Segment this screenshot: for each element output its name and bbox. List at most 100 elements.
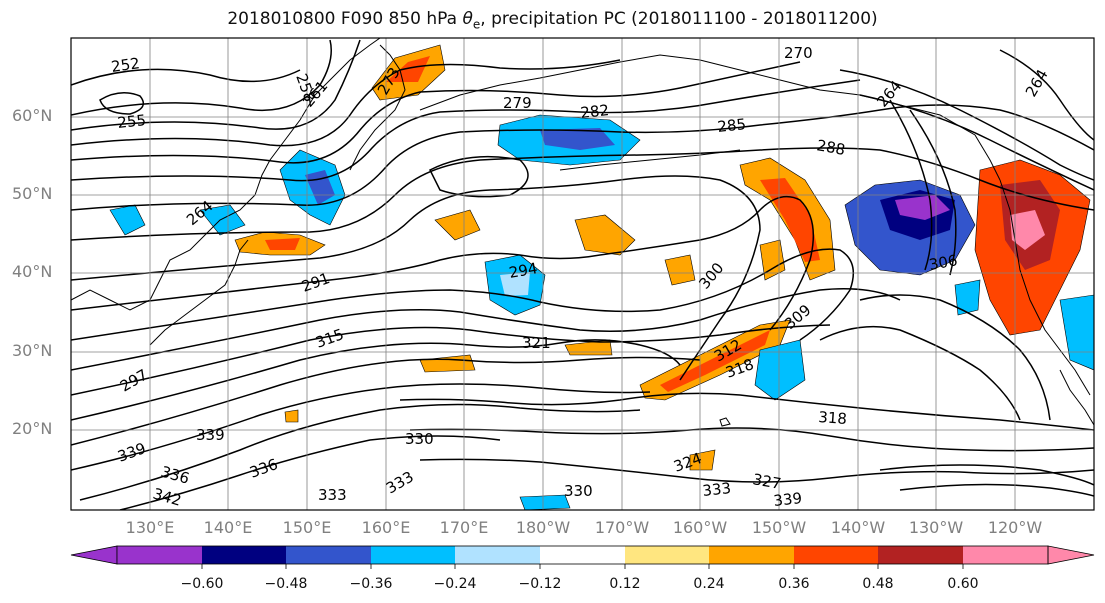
contour-line [839,69,1094,181]
contour-label: 306 [928,251,959,274]
colorbar-tick-label: −0.48 [264,576,308,592]
contour-line [71,356,701,446]
contour-label: 339 [115,439,148,466]
colorbar-tick-label: −0.12 [518,576,562,592]
theta-e-contours [71,39,1094,510]
contour-line [71,339,681,421]
coastline-asia [71,38,381,311]
colorbar-tick-label: 0.48 [862,576,894,592]
contour-line [71,68,301,86]
map-plot-area: 252 255 258 261 264 264 264 270 273 279 … [71,38,1094,510]
colorbar-extend-max [1047,545,1095,565]
colorbar-segment [625,546,709,564]
contour-line [71,104,1094,211]
precip-positive-region [664,254,696,286]
chart-title: 2018010800 F090 850 hPa θe, precipitatio… [0,9,1105,31]
colorbar-tick-label: −0.24 [433,576,477,592]
precip-positive-region [660,330,770,392]
contour-label: 297 [117,366,151,396]
contour-label: 342 [151,485,183,510]
contour-line [71,39,361,131]
contour-label: 282 [580,101,610,122]
contour-label: 333 [318,486,347,504]
colorbar-tick-label: −0.60 [180,576,224,592]
precip-negative-region [1059,294,1094,371]
contour-line [409,427,1094,452]
contour-label: 324 [671,449,704,476]
colorbar-tick-label: 0.36 [778,576,810,592]
precip-negative-region [519,494,571,510]
contour-line [909,109,957,276]
colorbar-segment [371,546,455,564]
colorbar-segment [540,546,625,564]
map-frame [70,37,1095,511]
colorbar-tick-label: −0.36 [349,576,393,592]
contour-label: 321 [522,334,551,352]
coastlines [71,38,1094,427]
title-prefix: 2018010800 F090 850 hPa [227,9,463,29]
lon-label-120w: 120°W [987,518,1043,537]
precip-positive-region [574,214,636,256]
contour-label: 255 [117,111,147,132]
lon-label-160w: 160°W [672,518,728,537]
lon-label-130e: 130°E [125,518,175,537]
colorbar-outline [116,545,1049,565]
contour-label: 315 [313,325,346,352]
contour-line [428,155,529,198]
contour-line [419,458,1094,483]
precip-positive-region [689,449,716,471]
colorbar-tick-label: 0.60 [947,576,979,592]
contour-label: 270 [784,44,813,62]
coastline-aleutians [559,149,741,171]
contour-line [71,59,621,147]
contour-label: 327 [751,470,782,493]
contour-line [879,464,1094,486]
contour-label: 336 [159,463,191,488]
precip-positive-region [419,354,476,373]
lon-label-160e: 160°E [361,518,411,537]
coastline-japan [149,239,249,346]
lat-label-40n: 40°N [12,262,53,281]
contour-line [71,39,332,116]
contour-line [71,195,815,331]
contour-line [71,61,801,164]
coastline-hawaii [719,417,731,427]
coastline-alaska [419,54,1001,181]
coastline-north-america [999,179,1091,396]
contour-line [99,92,145,115]
precip-negative-region [305,170,335,205]
contour-label: 330 [405,430,434,448]
lon-label-150w: 150°W [751,518,807,537]
lon-label-150e: 150°E [282,518,332,537]
title-theta-symbol: θ [462,9,473,29]
contour-label: 333 [702,479,732,500]
colorbar-segment [455,546,540,564]
contour-line [71,175,761,381]
contour-line [71,79,861,182]
precip-positive-region [434,209,481,241]
contour-labels: 252 255 258 261 264 264 264 270 273 279 … [110,44,1052,510]
colorbar-tick-label: 0.24 [693,576,725,592]
title-suffix: , precipitation PC (2018011100 - 2018011… [480,9,878,29]
contour-line [71,324,831,396]
contour-label: 279 [503,94,532,112]
contour-line [859,294,1051,421]
precip-negative-region [500,272,530,296]
lat-label-50n: 50°N [12,184,53,203]
contour-label: 339 [773,489,803,510]
colorbar-segment [878,546,963,564]
precip-negative-region [754,339,806,401]
graticule [71,38,1094,510]
lat-label-30n: 30°N [12,341,53,360]
contour-line [399,392,1094,431]
contour-line [79,403,641,501]
precip-positive-region [386,56,430,82]
contour-label: 252 [110,54,141,76]
colorbar-extend-min [70,545,118,565]
precip-positive-region [284,409,299,423]
precip-positive-region [1010,210,1045,250]
title-subscript: e [472,17,481,32]
contour-line [899,483,1094,497]
colorbar-segment [709,546,794,564]
